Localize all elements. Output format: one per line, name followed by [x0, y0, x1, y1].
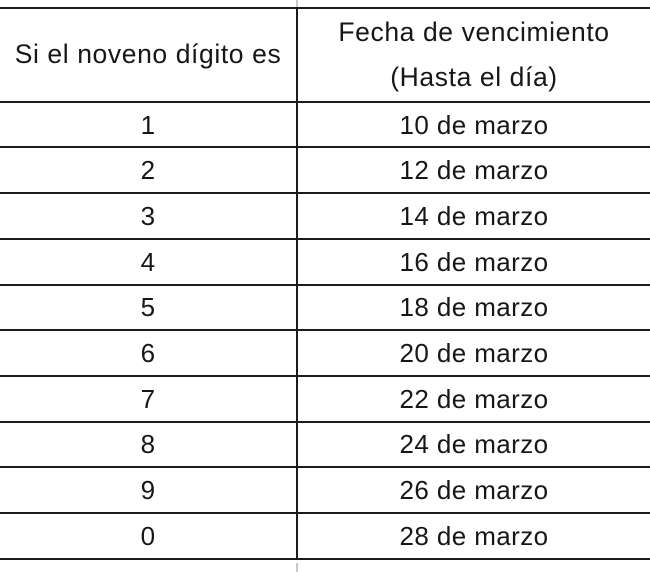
- digit-cell: 6: [0, 331, 298, 375]
- table-row: 1 10 de marzo: [0, 102, 650, 149]
- header-ninth-digit: Si el noveno dígito es: [0, 8, 298, 101]
- table-header-row: Si el noveno dígito es Fecha de vencimie…: [0, 8, 650, 103]
- header-expiration-line2: (Hasta el día): [390, 61, 558, 92]
- header-expiration-date: Fecha de vencimiento (Hasta el día): [298, 9, 650, 101]
- date-cell: 20 de marzo: [399, 338, 549, 369]
- header-expiration-line1: Fecha de vencimiento: [338, 16, 610, 47]
- date-cell: 16 de marzo: [399, 246, 549, 277]
- digit-cell: 0: [0, 513, 298, 558]
- table-row: 5 18 de marzo: [0, 285, 650, 332]
- cropped-divider-stub-top: [295, 0, 298, 7]
- digit-cell: 9: [0, 468, 298, 512]
- table-row: 8 24 de marzo: [0, 422, 650, 469]
- digit-cell: 1: [0, 102, 298, 147]
- table-row: 0 28 de marzo: [0, 513, 650, 560]
- table-row: 4 16 de marzo: [0, 239, 650, 286]
- table-row: 9 26 de marzo: [0, 468, 650, 514]
- table-row: 3 14 de marzo: [0, 194, 650, 240]
- digit-cell: 5: [0, 285, 298, 330]
- date-cell: 18 de marzo: [399, 292, 549, 323]
- digit-cell: 2: [0, 148, 298, 193]
- date-cell: 14 de marzo: [399, 201, 549, 232]
- cropped-divider-stub-bottom: [295, 562, 298, 572]
- digit-cell: 3: [0, 194, 298, 238]
- date-cell: 12 de marzo: [399, 155, 549, 186]
- table-row: 6 20 de marzo: [0, 331, 650, 377]
- date-cell: 10 de marzo: [399, 109, 549, 140]
- digit-cell: 7: [0, 376, 298, 421]
- table-row: 7 22 de marzo: [0, 376, 650, 423]
- digit-cell: 8: [0, 422, 298, 467]
- date-cell: 24 de marzo: [399, 429, 549, 460]
- table-row: 2 12 de marzo: [0, 148, 650, 195]
- date-cell: 28 de marzo: [399, 520, 549, 551]
- date-cell: 26 de marzo: [399, 475, 549, 506]
- expiration-date-table: Si el noveno dígito es Fecha de vencimie…: [0, 6, 650, 560]
- digit-cell: 4: [0, 239, 298, 284]
- date-cell: 22 de marzo: [399, 383, 549, 414]
